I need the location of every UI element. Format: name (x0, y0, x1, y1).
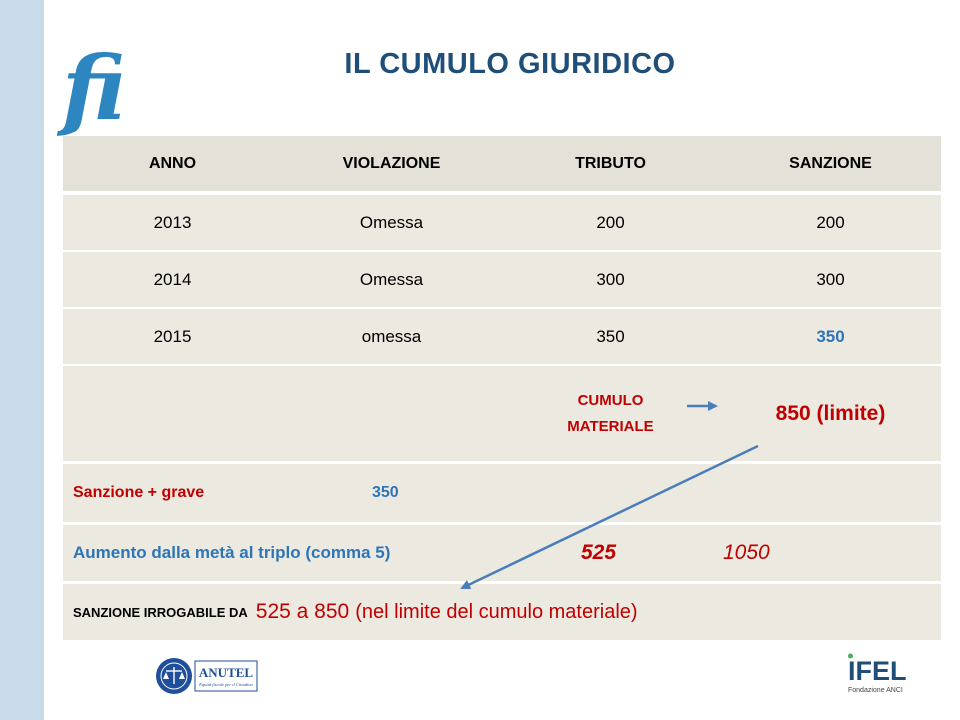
aumento-row: Aumento dalla metà al triplo (comma 5) 5… (63, 525, 941, 581)
header-anno: ANNO (148, 154, 197, 172)
cell-tributo: 300 (596, 269, 625, 289)
ifel-logo: IFEL Fondazione ANCI (848, 653, 907, 694)
aumento-max-value: 1050 (723, 541, 770, 564)
table-row: 2014 Omessa 300 300 (63, 252, 941, 307)
cumulo-materiale-row: CUMULO MATERIALE 850 (limite) (63, 366, 941, 461)
cell-violazione: Omessa (359, 212, 424, 232)
sanzione-grave-label: Sanzione + grave (73, 484, 205, 501)
cell-tributo: 200 (596, 212, 625, 232)
aumento-min-value: 525 (581, 541, 617, 564)
cumulo-materiale-label: CUMULO MATERIALE (501, 366, 720, 461)
table-row: 2015 omessa 350 350 (63, 309, 941, 364)
header-tributo: TRIBUTO (575, 154, 646, 172)
anutel-logo: ANUTEL Equità fiscale per il Cittadino (156, 658, 258, 694)
cell-violazione: Omessa (359, 269, 424, 289)
cell-violazione: omessa (361, 326, 422, 346)
irrogabile-label: SANZIONE IRROGABILE DA (73, 604, 248, 620)
slide-title: IL CUMULO GIURIDICO (344, 48, 676, 80)
cumulo-label-line2: MATERIALE (567, 417, 654, 435)
table-header-row: ANNO VIOLAZIONE TRIBUTO SANZIONE (63, 136, 941, 191)
cell-tributo: 350 (596, 326, 625, 346)
anutel-logo-text: ANUTEL (199, 665, 254, 680)
cell-anno: 2013 (153, 212, 192, 232)
ifel-logo-text: IFEL (848, 656, 907, 686)
sanzione-grave-value: 350 (372, 484, 399, 501)
aumento-label: Aumento dalla metà al triplo (comma 5) (73, 543, 391, 562)
sanzione-irrogabile-row: SANZIONE IRROGABILE DA 525 a 850 (nel li… (63, 584, 941, 640)
header-sanzione: SANZIONE (789, 154, 872, 172)
cell-sanzione: 300 (816, 269, 845, 289)
sanzione-irrogabile-text: SANZIONE IRROGABILE DA 525 a 850 (nel li… (73, 584, 638, 640)
sanzione-grave-row: Sanzione + grave 350 (63, 464, 941, 522)
fi-logo: fi (62, 36, 126, 140)
irrogabile-note: (nel limite del cumulo materiale) (355, 600, 638, 623)
cell-anno: 2014 (153, 269, 192, 289)
cell-anno: 2015 (153, 326, 192, 346)
cumulo-label-line1: CUMULO (577, 391, 644, 409)
anutel-logo-tagline: Equità fiscale per il Cittadino (198, 682, 253, 687)
table-row: 2013 Omessa 200 200 (63, 195, 941, 250)
header-violazione: VIOLAZIONE (342, 154, 441, 172)
cell-sanzione-highlight: 350 (816, 326, 845, 346)
cell-sanzione: 200 (816, 212, 845, 232)
cumulo-materiale-value: 850 (limite) (775, 401, 886, 425)
left-sidebar-strip (0, 0, 44, 720)
irrogabile-range: 525 a 850 (255, 600, 350, 623)
ifel-logo-subtitle: Fondazione ANCI (848, 687, 903, 694)
sanzioni-table: ANNO VIOLAZIONE TRIBUTO SANZIONE 2013 Om… (63, 136, 941, 640)
